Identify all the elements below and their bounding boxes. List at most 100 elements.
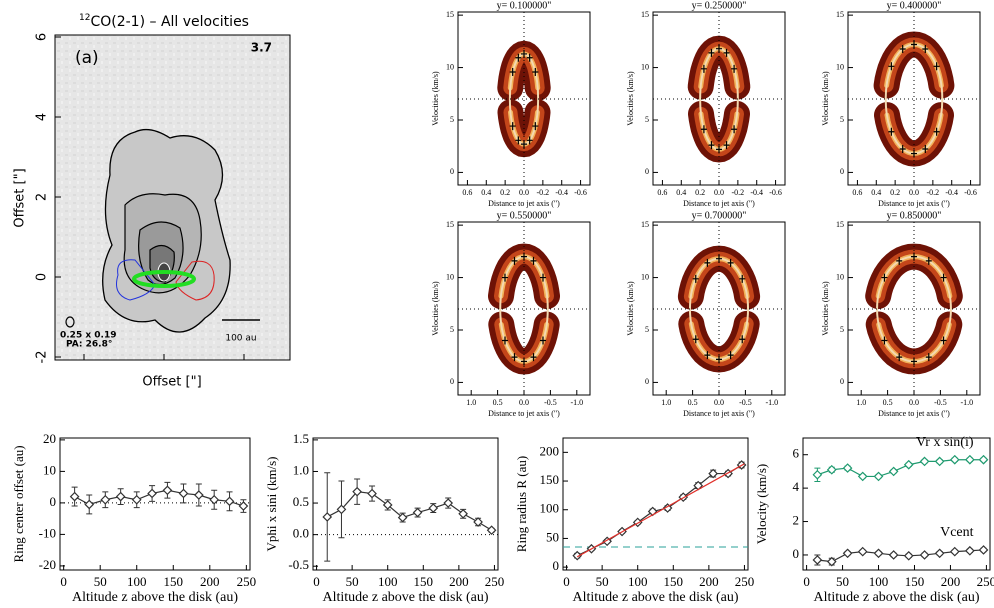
y-tick-label: 5 — [645, 115, 649, 124]
marker — [812, 555, 823, 565]
y-tick-label: 15 — [641, 10, 649, 19]
marker — [382, 500, 393, 510]
x-tick-label: 1.0 — [856, 398, 866, 407]
marker — [919, 456, 930, 467]
marker — [458, 508, 468, 519]
x-tick-label: 0.0 — [909, 398, 919, 407]
panel-title: y= 0.550000" — [497, 210, 552, 221]
x-tick-label: -0.5 — [739, 398, 752, 407]
y-tick-label: 200 — [540, 443, 560, 458]
marker — [949, 546, 960, 557]
marker — [919, 550, 930, 560]
pv-point — [521, 252, 527, 261]
marker — [888, 466, 899, 477]
y-tick-label: 5 — [840, 115, 844, 124]
x-tick-label: 0.6 — [462, 188, 472, 197]
marker — [842, 463, 853, 473]
y-axis-label: Velocities (km/s) — [626, 71, 635, 126]
y-tick-label: 150 — [540, 472, 560, 487]
y-axis-label: Velocities (km/s) — [821, 71, 830, 126]
x-tick-label: 250 — [735, 574, 755, 589]
pv-point — [501, 336, 508, 345]
y-tick-label: 0.0 — [293, 526, 309, 541]
marker — [367, 488, 377, 499]
y-tick-label: 15 — [446, 220, 454, 229]
x-tick-label: 0.0 — [714, 398, 724, 407]
marker — [147, 488, 157, 499]
x-axis-label: Distance to jet axis (") — [878, 199, 950, 208]
marker — [238, 501, 249, 511]
beam-size: 0.25 x 0.19 — [60, 331, 116, 341]
marker — [934, 548, 945, 559]
panel-title: y= 0.400000" — [887, 0, 942, 11]
y-tick-label: 15 — [836, 10, 844, 19]
series-line — [326, 491, 492, 531]
x-tick-label: 50 — [836, 574, 849, 589]
marker — [336, 504, 347, 515]
y-tick-label: -0.5 — [288, 557, 309, 572]
x-tick-label: 200 — [941, 574, 961, 589]
title-isotope: 12 — [79, 13, 90, 23]
y-tick-label: 10 — [641, 62, 649, 71]
x-tick-label: 150 — [664, 574, 684, 589]
y-tick-label: 0.5 — [293, 494, 309, 509]
pv-point — [925, 353, 932, 362]
x-tick-label: -0.5 — [934, 398, 947, 407]
y-tick-label: 2 — [35, 193, 50, 201]
pv-point — [727, 351, 734, 360]
pv-point — [739, 274, 746, 283]
x-axis-label: Altitude z above the disk (au) — [72, 590, 238, 605]
pv-point — [911, 40, 917, 49]
beam-pa: PA: 26.8° — [66, 340, 112, 350]
pv-point — [922, 45, 929, 54]
marker — [473, 517, 483, 527]
pv-point — [899, 45, 906, 54]
marker — [84, 499, 95, 510]
pv-point — [532, 67, 539, 76]
x-tick-label: 150 — [164, 574, 184, 589]
x-tick-label: 0.5 — [883, 398, 893, 407]
x-tick-label: -1.0 — [960, 398, 973, 407]
y-tick-label: 0 — [840, 167, 844, 176]
marker — [100, 494, 111, 505]
plot-frame — [312, 437, 499, 571]
y-tick-label: 0 — [35, 273, 50, 281]
y-tick-label: 10 — [641, 272, 649, 281]
x-tick-label: 0.0 — [519, 398, 529, 407]
y-axis-label: Velocities (km/s) — [431, 71, 440, 126]
pv-point — [511, 353, 518, 362]
pv-point — [509, 67, 516, 76]
pv-point — [911, 252, 917, 261]
x-tick-label: 100 — [127, 574, 147, 589]
x-axis-label: Altitude z above the disk (au) — [322, 590, 488, 605]
marker — [903, 459, 914, 470]
x-tick-label: -1.0 — [765, 398, 778, 407]
pv-point — [511, 256, 518, 265]
pv-point — [888, 127, 895, 136]
marker — [115, 491, 126, 502]
y-tick-label: 100 — [540, 501, 560, 516]
marker — [352, 486, 362, 497]
pv-point — [933, 127, 940, 136]
y-tick-label: 10 — [43, 462, 56, 477]
x-tick-label: 150 — [905, 574, 925, 589]
series-label: Vr x sin(i) — [916, 435, 974, 450]
marker — [322, 512, 333, 522]
x-tick-label: 0.2 — [695, 188, 705, 197]
y-axis-label: Ring radius R (au) — [514, 456, 529, 552]
pv-point — [881, 336, 888, 345]
y-tick-label: 5 — [645, 325, 649, 334]
pv-point — [540, 336, 547, 345]
pv-point — [723, 48, 730, 57]
marker — [842, 548, 853, 559]
pv-point — [731, 125, 738, 134]
plot-frame — [562, 437, 749, 571]
panel-title: y= 0.850000" — [887, 210, 942, 221]
plot-frame — [59, 437, 251, 571]
y-tick-label: 0 — [450, 167, 454, 176]
y-tick-label: 5 — [450, 325, 454, 334]
x-tick-label: 0 — [60, 574, 67, 589]
y-tick-label: 0 — [553, 558, 560, 573]
marker — [662, 503, 673, 513]
x-tick-label: -0.6 — [964, 188, 977, 197]
